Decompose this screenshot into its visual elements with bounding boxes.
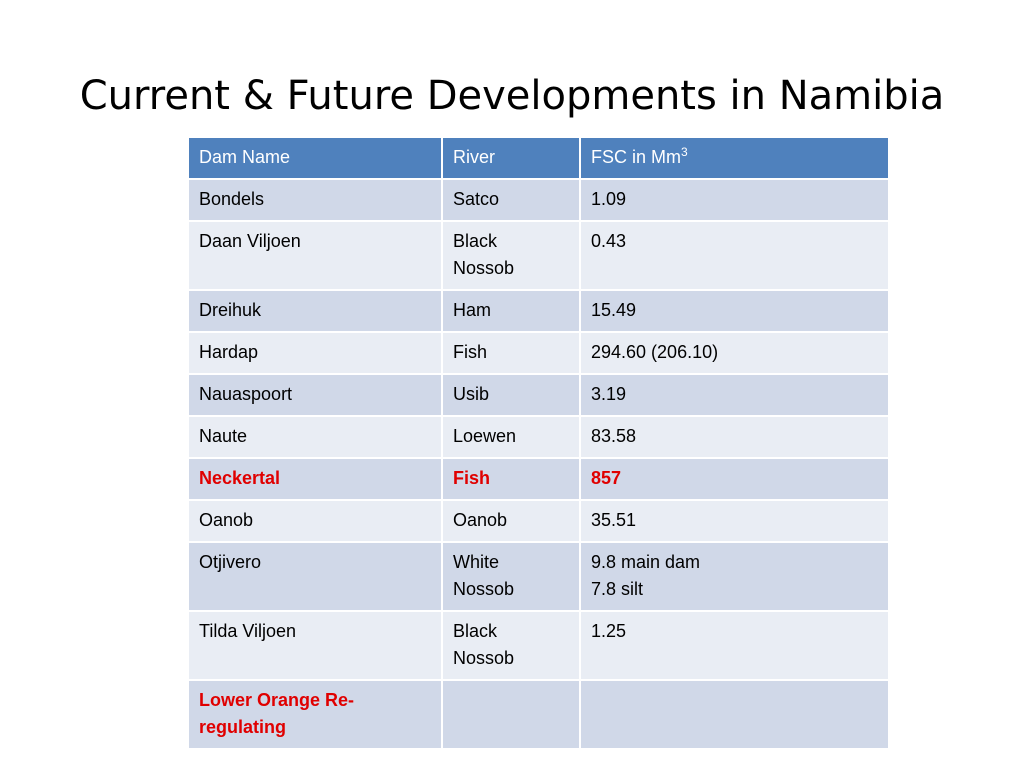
cell-fsc: 83.58 [579, 415, 890, 459]
cell-fsc [579, 679, 890, 750]
cell-river [441, 679, 581, 750]
cell-river: Fish [441, 331, 581, 375]
cell-fsc: 35.51 [579, 499, 890, 543]
cell-fsc: 294.60 (206.10) [579, 331, 890, 375]
cell-dam-name: Naute [187, 415, 443, 459]
table-row: Hardap Fish 294.60 (206.10) [187, 331, 890, 375]
table-row: Oanob Oanob 35.51 [187, 499, 890, 543]
cell-river: White Nossob [441, 541, 581, 612]
cell-fsc: 1.25 [579, 610, 890, 681]
cell-river: Ham [441, 289, 581, 333]
cell-fsc: 0.43 [579, 220, 890, 291]
cell-dam-name: Neckertal [187, 457, 443, 501]
header-fsc-label: FSC in Mm [591, 147, 681, 167]
cell-dam-name: Dreihuk [187, 289, 443, 333]
slide-title: Current & Future Developments in Namibia [79, 73, 945, 119]
cell-dam-name: Bondels [187, 178, 443, 222]
cell-fsc: 15.49 [579, 289, 890, 333]
table-row: Otjivero White Nossob 9.8 main dam 7.8 s… [187, 541, 890, 612]
table-row: Naute Loewen 83.58 [187, 415, 890, 459]
cell-dam-name: Otjivero [187, 541, 443, 612]
dam-table: Dam Name River FSC in Mm3 Bondels Satco … [187, 136, 890, 750]
cell-river: Usib [441, 373, 581, 417]
table-row: Dreihuk Ham 15.49 [187, 289, 890, 333]
table-row: Daan Viljoen Black Nossob 0.43 [187, 220, 890, 291]
cell-fsc: 3.19 [579, 373, 890, 417]
cell-river: Loewen [441, 415, 581, 459]
header-fsc: FSC in Mm3 [579, 136, 890, 180]
table-row: Nauaspoort Usib 3.19 [187, 373, 890, 417]
table-row: Tilda Viljoen Black Nossob 1.25 [187, 610, 890, 681]
cell-fsc: 1.09 [579, 178, 890, 222]
header-river: River [441, 136, 581, 180]
header-dam-name: Dam Name [187, 136, 443, 180]
cell-river: Satco [441, 178, 581, 222]
cell-river: Black Nossob [441, 610, 581, 681]
table-header-row: Dam Name River FSC in Mm3 [187, 136, 890, 180]
cell-river: Fish [441, 457, 581, 501]
cell-river: Oanob [441, 499, 581, 543]
table-row-highlighted: Lower Orange Re- regulating [187, 679, 890, 750]
cell-fsc: 857 [579, 457, 890, 501]
cell-dam-name: Daan Viljoen [187, 220, 443, 291]
cell-river: Black Nossob [441, 220, 581, 291]
cell-fsc: 9.8 main dam 7.8 silt [579, 541, 890, 612]
table-row-highlighted: Neckertal Fish 857 [187, 457, 890, 501]
cell-dam-name: Nauaspoort [187, 373, 443, 417]
table-row: Bondels Satco 1.09 [187, 178, 890, 222]
cell-dam-name: Lower Orange Re- regulating [187, 679, 443, 750]
cell-dam-name: Hardap [187, 331, 443, 375]
header-fsc-superscript: 3 [681, 145, 688, 159]
cell-dam-name: Tilda Viljoen [187, 610, 443, 681]
cell-dam-name: Oanob [187, 499, 443, 543]
